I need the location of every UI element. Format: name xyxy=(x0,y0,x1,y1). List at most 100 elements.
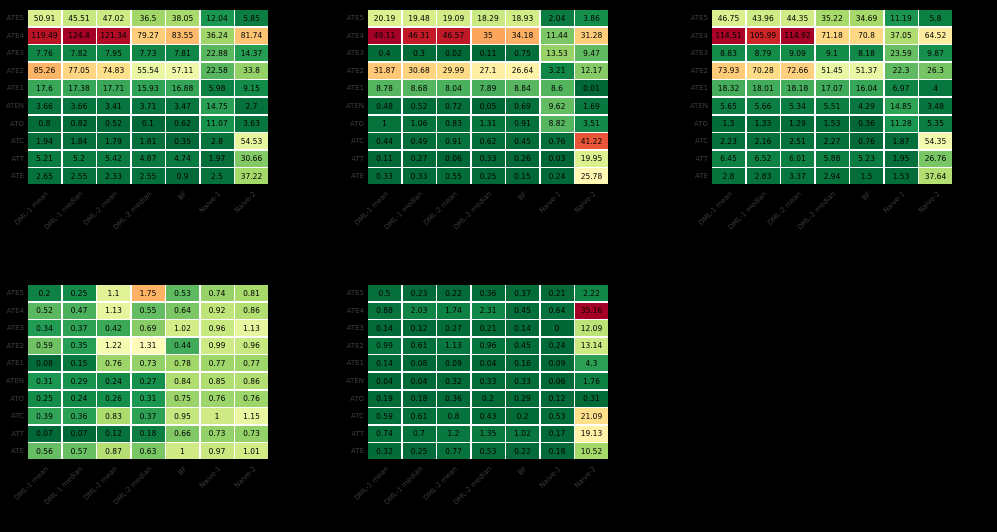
heatmap-cell: 0.39 xyxy=(28,408,61,425)
heatmap-cell: 0.8 xyxy=(28,115,61,132)
row-label: ATEN xyxy=(345,377,364,386)
heatmap-cell: 0.69 xyxy=(506,97,539,115)
row-label-axis: ATE5 ATE4 ATE3 ATE2 ATE1 ATEN ATO ATC ATT ATE xyxy=(654,10,708,185)
heatmap-cell: 1.29 xyxy=(781,115,814,132)
heatmap-cell: 0.36 xyxy=(850,115,883,132)
heatmap-cell: 14.85 xyxy=(884,97,918,115)
heatmap-cell: 2.31 xyxy=(471,302,505,319)
row-label-axis: ATE5 ATE4 ATE3 ATE2 ATE1 ATEN ATO ATC ATT ATE xyxy=(310,10,364,185)
heatmap-cell: 2.83 xyxy=(746,168,780,185)
col-label: DML-2 mean xyxy=(82,464,120,502)
row-label: ATE2 xyxy=(690,66,708,75)
heatmap-cell: 8.04 xyxy=(437,80,470,97)
row-label-axis: ATE5 ATE4 ATE3 ATE2 ATE1 ATEN ATO ATC ATT ATE xyxy=(310,285,364,460)
heatmap-cell: 7.95 xyxy=(97,45,130,62)
heatmap-cell: 0.17 xyxy=(540,425,574,442)
col-label: BF xyxy=(860,189,873,202)
heatmap-cell: 0.76 xyxy=(97,355,130,372)
heatmap-cell: 2.22 xyxy=(575,285,608,302)
heatmap-cell: 5.65 xyxy=(712,97,745,115)
heatmap-cell: 74.83 xyxy=(97,62,130,79)
heatmap-cell: 30.68 xyxy=(402,62,436,79)
row-label: ATEN xyxy=(5,377,24,386)
heatmap-cell: 0.53 xyxy=(540,408,574,425)
heatmap-panel-top-left: ATE5 ATE4 ATE3 ATE2 ATE1 ATEN ATO ATC ATT ATE 50.… xyxy=(6,10,268,231)
heatmap-cell: 4.74 xyxy=(166,150,199,167)
row-label: ATO xyxy=(9,119,24,128)
heatmap-cell: 0.31 xyxy=(28,372,61,390)
heatmap-cell: 0.25 xyxy=(62,285,96,302)
heatmap-cell: 18.32 xyxy=(712,80,745,97)
heatmap-cell: 5.21 xyxy=(28,150,61,167)
row-label: ATE1 xyxy=(6,359,24,368)
heatmap-cell: 0.43 xyxy=(471,408,505,425)
col-label: DML-2 mean xyxy=(766,189,804,227)
heatmap-cell: 1.76 xyxy=(575,372,608,390)
heatmap-cell: 22.58 xyxy=(200,62,234,79)
heatmap-cell: 5.88 xyxy=(815,150,849,167)
heatmap-cell: 77.05 xyxy=(62,62,96,79)
heatmap-cell: 0.56 xyxy=(28,443,61,460)
row-label: ATEN xyxy=(5,102,24,111)
col-label: DML-2 mean xyxy=(422,189,460,227)
heatmap-cell: 73.93 xyxy=(712,62,745,79)
heatmap-cell: 29.99 xyxy=(437,62,470,79)
heatmap-cell: 1.74 xyxy=(437,302,470,319)
heatmap-cell: 0.21 xyxy=(471,320,505,337)
heatmap-cell: 1.02 xyxy=(166,320,199,337)
heatmap-cell: 0.32 xyxy=(437,372,470,390)
row-label: ATC xyxy=(11,137,24,146)
heatmap-cell: 2.8 xyxy=(712,168,745,185)
heatmap-cell: 0.37 xyxy=(62,320,96,337)
heatmap-cell: 0.03 xyxy=(540,150,574,167)
col-label: BF xyxy=(516,189,529,202)
heatmap-cell: 0.11 xyxy=(471,45,505,62)
heatmap-cell: 5.85 xyxy=(235,10,268,27)
col-label: BF xyxy=(176,189,189,202)
heatmap-cell: 14.75 xyxy=(200,97,234,115)
heatmap-cell: 0.15 xyxy=(506,168,539,185)
heatmap-cell: 0.83 xyxy=(97,408,130,425)
heatmap-cell: 0.06 xyxy=(540,372,574,390)
heatmap-cell: 121.34 xyxy=(97,27,130,44)
heatmap-cell: 10.52 xyxy=(575,443,608,460)
col-label: Naive-2 xyxy=(232,464,258,490)
heatmap-cell: 0.57 xyxy=(62,443,96,460)
heatmap-cell: 2.27 xyxy=(815,133,849,150)
heatmap-cell: 0.31 xyxy=(575,390,608,407)
heatmap-cell: 57.11 xyxy=(166,62,199,79)
heatmap-cell: 0.73 xyxy=(200,425,234,442)
heatmap-cell: 54.35 xyxy=(919,133,952,150)
heatmap-cell: 0.61 xyxy=(402,337,436,354)
col-label: DML-1 mean xyxy=(353,464,391,502)
col-label: Naive-2 xyxy=(572,464,598,490)
heatmap-cell: 3.66 xyxy=(62,97,96,115)
heatmap-cell: 0.74 xyxy=(368,425,401,442)
heatmap-cell: 0.12 xyxy=(97,425,130,442)
heatmap-cell: 0.01 xyxy=(575,80,608,97)
heatmap-cell: 2.8 xyxy=(200,133,234,150)
heatmap-grid: 0.5 0.23 0.22 0.36 0.37 0.21 2.22 0.88 2.03 1.74 2… xyxy=(368,285,608,460)
heatmap-cell: 12.04 xyxy=(200,10,234,27)
heatmap-cell: 0.45 xyxy=(506,302,539,319)
heatmap-cell: 18.01 xyxy=(746,80,780,97)
col-label: DML-1 mean xyxy=(697,189,735,227)
heatmap-cell: 0.27 xyxy=(437,320,470,337)
row-label: ATE4 xyxy=(346,31,364,40)
heatmap-cell: 0.86 xyxy=(235,372,268,390)
col-label-axis: DML-1 mean DML-1 median DML-2 mean DML-2 me… xyxy=(353,464,608,527)
row-label: ATE5 xyxy=(6,289,24,298)
heatmap-panel-bottom-middle: ATE5 ATE4 ATE3 ATE2 ATE1 ATEN ATO ATC ATT ATE 0.5… xyxy=(346,285,608,506)
heatmap-cell: 4 xyxy=(919,80,952,97)
heatmap-cell: 21.09 xyxy=(575,408,608,425)
heatmap-cell: 5.35 xyxy=(919,115,952,132)
heatmap-cell: 1.95 xyxy=(884,150,918,167)
heatmap-cell: 0.2 xyxy=(28,285,61,302)
row-label: ATT xyxy=(351,429,364,438)
heatmap-cell: 0.05 xyxy=(471,97,505,115)
heatmap-cell: 15.93 xyxy=(131,80,165,97)
heatmap-cell: 83.55 xyxy=(166,27,199,44)
heatmap-cell: 0.23 xyxy=(402,285,436,302)
heatmap-cell: 7.76 xyxy=(28,45,61,62)
heatmap-cell: 25.78 xyxy=(575,168,608,185)
